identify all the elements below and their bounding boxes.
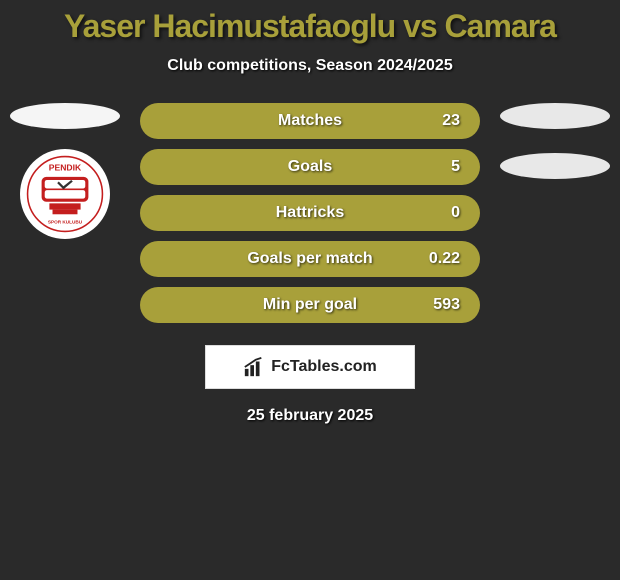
- date-text: 25 february 2025: [0, 407, 620, 425]
- player-right-oval-1: [500, 103, 610, 129]
- page-title: Yaser Hacimustafaoglu vs Camara: [0, 8, 620, 45]
- bar-chart-icon: [243, 356, 265, 378]
- left-column: PENDIK SPOR KULUBU: [10, 103, 120, 239]
- stats-bars: Matches 23 Goals 5 Hattricks 0 Goals per…: [140, 103, 480, 333]
- right-column: [500, 103, 610, 179]
- team-logo-left: PENDIK SPOR KULUBU: [20, 149, 110, 239]
- player-right-oval-2: [500, 153, 610, 179]
- stat-bar: Goals per match 0.22: [140, 241, 480, 277]
- stat-bar: Matches 23: [140, 103, 480, 139]
- stat-value: 0: [451, 204, 460, 222]
- stat-label: Goals: [288, 158, 332, 176]
- stat-bar: Goals 5: [140, 149, 480, 185]
- stat-label: Matches: [278, 112, 342, 130]
- pendik-logo-icon: PENDIK SPOR KULUBU: [26, 155, 104, 233]
- stat-value: 0.22: [429, 250, 460, 268]
- stat-label: Goals per match: [247, 250, 372, 268]
- stat-bar: Hattricks 0: [140, 195, 480, 231]
- stat-value: 5: [451, 158, 460, 176]
- brand-badge: FcTables.com: [205, 345, 415, 389]
- stat-bar: Min per goal 593: [140, 287, 480, 323]
- player-left-oval: [10, 103, 120, 129]
- logo-text-top: PENDIK: [49, 163, 82, 173]
- main-layout: PENDIK SPOR KULUBU Matches 23 Goals 5: [0, 103, 620, 333]
- stat-label: Hattricks: [276, 204, 344, 222]
- stat-value: 593: [433, 296, 460, 314]
- brand-name: FcTables.com: [271, 358, 377, 376]
- infographic: Yaser Hacimustafaoglu vs Camara Club com…: [0, 0, 620, 425]
- subtitle: Club competitions, Season 2024/2025: [0, 57, 620, 75]
- stat-label: Min per goal: [263, 296, 357, 314]
- stat-value: 23: [442, 112, 460, 130]
- logo-text-bottom: SPOR KULUBU: [48, 220, 83, 225]
